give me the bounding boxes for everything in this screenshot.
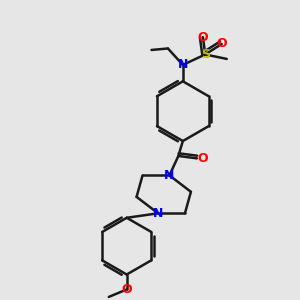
- Text: O: O: [216, 38, 227, 50]
- Text: O: O: [197, 31, 208, 44]
- Text: N: N: [153, 207, 163, 220]
- Text: N: N: [178, 58, 188, 71]
- Text: O: O: [122, 283, 132, 296]
- Text: S: S: [201, 48, 210, 61]
- Text: N: N: [164, 169, 175, 182]
- Text: O: O: [197, 152, 208, 165]
